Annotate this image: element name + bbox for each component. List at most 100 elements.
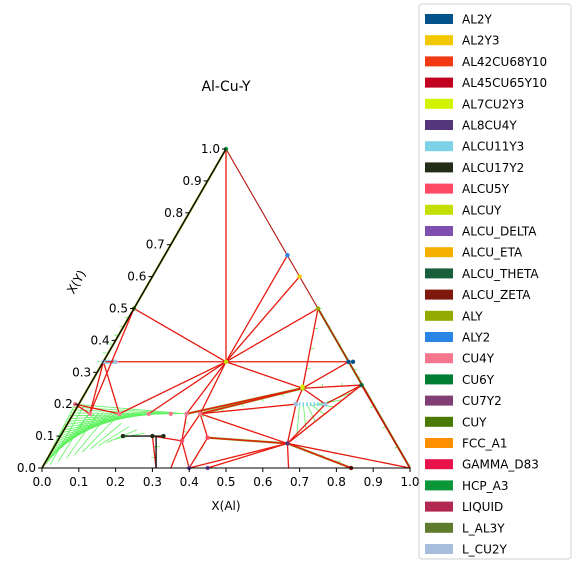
x-tick-label: 1.0 xyxy=(400,475,419,489)
y-tick-label: 0.0 xyxy=(17,461,36,475)
legend-label: FCC_A1 xyxy=(462,437,508,451)
legend-label: GAMMA_D83 xyxy=(462,458,539,472)
legend-label: ALCUY xyxy=(462,203,502,217)
tie-line xyxy=(89,308,135,415)
tie-line xyxy=(181,440,190,469)
x-ticks: 0.0 0.1 0.2 0.3 0.4 0.5 0.6 0.7 0.8 0.9 1.0 xyxy=(32,468,420,489)
legend-entry: CU6Y xyxy=(425,373,495,387)
legend-swatch xyxy=(425,35,453,46)
legend-entry: AL2Y3 xyxy=(425,34,500,48)
legend-entry: AL42CU68Y10 xyxy=(425,55,547,69)
legend-label: CUY xyxy=(462,415,487,429)
legend-entry: CU4Y xyxy=(425,352,495,366)
hatch-line xyxy=(65,413,99,459)
phase-point-aly2 xyxy=(285,253,290,258)
legend-swatch xyxy=(425,98,453,109)
legend-label: ALCU_DELTA xyxy=(462,225,537,239)
phase-point-alcu-theta xyxy=(359,382,364,388)
phase-point-al2y3 xyxy=(297,274,302,279)
y-tick-label: 0.9 xyxy=(183,174,202,188)
hatch-line xyxy=(306,404,316,422)
phase-point-alcu17y2 xyxy=(120,433,126,439)
phase-point-alcu5y xyxy=(179,438,185,444)
legend: AL2Y AL2Y3 AL42CU68Y10 AL45CU65Y10 AL7CU2Y3 A… xyxy=(418,3,572,560)
legend-swatch xyxy=(425,162,453,173)
tie-line xyxy=(286,403,326,444)
y-tick-label: 0.8 xyxy=(164,206,183,220)
legend-swatch xyxy=(425,438,453,448)
legend-swatch xyxy=(425,353,453,364)
y-tick-label: 0.2 xyxy=(54,397,73,411)
legend-label: AL45CU65Y10 xyxy=(462,76,547,90)
legend-swatch xyxy=(425,501,453,512)
legend-swatch xyxy=(425,141,453,152)
tie-line xyxy=(181,413,201,442)
tie-line xyxy=(286,404,297,444)
legend-swatch xyxy=(425,544,453,554)
x-tick-label: 0.0 xyxy=(32,475,51,489)
legend-entry: ALCU_THETA xyxy=(425,267,539,281)
phase-point-alcu17y2 xyxy=(150,433,155,439)
tie-line xyxy=(89,361,105,414)
tie-line xyxy=(148,361,227,415)
legend-label: AL8CU4Y xyxy=(462,119,517,133)
y-ticks: 0.0 0.1 0.2 0.3 0.4 0.5 0.6 0.7 0.8 0.9 1.0 xyxy=(17,142,226,475)
legend-entry: ALCU_ETA xyxy=(425,246,523,260)
x-tick-label: 0.6 xyxy=(253,475,272,489)
phase-point-cu4y xyxy=(184,411,189,416)
legend-entry: HCP_A3 xyxy=(425,479,508,493)
tie-line xyxy=(102,361,120,414)
hatch-line xyxy=(90,423,122,450)
legend-entry: L_CU2Y xyxy=(425,543,507,557)
tie-line xyxy=(152,435,182,442)
legend-label: L_CU2Y xyxy=(462,543,507,557)
legend-label: L_AL3Y xyxy=(462,521,505,535)
phase-point-cu4y xyxy=(146,411,151,416)
legend-entry: AL7CU2Y3 xyxy=(425,97,524,111)
tie-line xyxy=(325,384,362,405)
legend-label: ALY2 xyxy=(462,331,490,345)
x-axis-title: X(Al) xyxy=(211,499,240,513)
legend-swatch xyxy=(425,226,453,236)
hatch-line xyxy=(82,419,115,453)
phase-point-l-cu2y xyxy=(113,359,118,364)
phase-point-al2y xyxy=(350,359,356,364)
legend-entry: ALCU11Y3 xyxy=(425,140,524,154)
legend-entry: ALCU5Y xyxy=(425,182,510,196)
y-tick-label: 0.7 xyxy=(146,238,165,252)
y-tick-label: 0.1 xyxy=(35,429,54,443)
legend-swatch xyxy=(425,395,453,406)
x-tick-label: 0.9 xyxy=(364,475,383,489)
legend-swatch xyxy=(425,14,453,24)
legend-swatch xyxy=(425,332,453,342)
legend-label: ALCU5Y xyxy=(462,182,510,196)
legend-entry: CU7Y2 xyxy=(425,394,502,408)
legend-entry: ALCU_ZETA xyxy=(425,288,531,302)
legend-swatch xyxy=(425,56,453,67)
tie-line xyxy=(225,254,289,363)
legend-swatch xyxy=(425,289,453,300)
legend-swatch xyxy=(425,480,453,491)
legend-label: CU4Y xyxy=(462,352,495,366)
tie-line xyxy=(188,437,209,469)
hatch-line xyxy=(296,404,300,437)
legend-frame xyxy=(418,3,572,560)
tie-line xyxy=(186,361,227,415)
tie-line xyxy=(302,384,362,389)
x-tick-label: 0.1 xyxy=(69,475,88,489)
y-tick-label: 0.4 xyxy=(91,333,110,347)
legend-swatch xyxy=(425,374,453,385)
hatch-line xyxy=(74,416,107,456)
hatch-line xyxy=(98,426,130,447)
tie-line xyxy=(199,361,227,415)
phase-point-cu4y xyxy=(117,411,122,416)
legend-entry: GAMMA_D83 xyxy=(425,458,539,472)
legend-label: LIQUID xyxy=(462,500,503,514)
tie-line xyxy=(200,413,288,445)
legend-entry: ALCUY xyxy=(425,203,502,217)
two-phase-hatching xyxy=(41,308,410,469)
tie-line xyxy=(118,361,227,415)
tie-line xyxy=(287,442,352,469)
legend-label: AL42CU68Y10 xyxy=(462,55,547,69)
